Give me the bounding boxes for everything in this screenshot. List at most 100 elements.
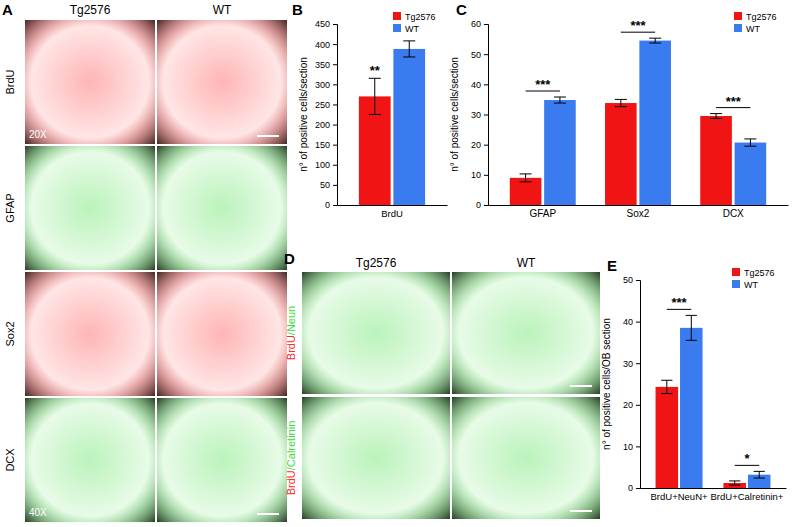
tick: 250 xyxy=(315,100,337,110)
significance: *** xyxy=(671,295,687,310)
error-cap xyxy=(403,56,415,57)
error-cap xyxy=(710,118,722,119)
bar-chart: B050100150200250300350400450n° of positi… xyxy=(292,1,448,219)
micrograph xyxy=(25,20,155,144)
legend-swatch xyxy=(732,268,740,276)
tick-mark xyxy=(636,280,640,281)
row-label: BrdU xyxy=(4,69,16,94)
micrograph xyxy=(25,398,155,522)
legend-label: Tg2576 xyxy=(744,268,775,278)
tick: DCX xyxy=(723,208,744,219)
tick: 200 xyxy=(315,120,337,130)
panel-letter: C xyxy=(456,1,467,18)
bar xyxy=(700,116,732,205)
column-label: WT xyxy=(517,256,536,270)
error-cap xyxy=(754,478,765,479)
tick: 400 xyxy=(315,39,337,49)
tick: 50 xyxy=(471,50,488,60)
error-cap xyxy=(744,138,756,139)
error-cap xyxy=(403,40,415,41)
tick-mark xyxy=(333,205,337,206)
micrograph xyxy=(452,397,600,519)
micrograph xyxy=(25,146,155,270)
significance: * xyxy=(744,451,750,466)
tick-label: 10 xyxy=(623,442,633,452)
significance: *** xyxy=(535,77,551,92)
tick-mark xyxy=(484,145,488,146)
legend-swatch xyxy=(393,24,401,32)
panel-letter: A xyxy=(2,1,13,18)
legend-label: Tg2576 xyxy=(405,12,436,22)
bar xyxy=(639,41,671,205)
scale-bar xyxy=(570,385,592,387)
micrograph xyxy=(157,20,287,144)
series xyxy=(393,41,425,205)
tick-label: 30 xyxy=(623,359,633,369)
micrograph xyxy=(157,146,287,270)
axis-title: n° of positive cells/section xyxy=(449,57,460,172)
error-bar xyxy=(710,114,722,119)
tick: 20 xyxy=(471,140,488,150)
tick-mark xyxy=(333,104,337,105)
significance: *** xyxy=(630,18,646,33)
legend-swatch xyxy=(732,280,740,288)
tick: 10 xyxy=(471,170,488,180)
tick-mark xyxy=(333,185,337,186)
micrograph xyxy=(452,272,600,394)
y-axis: 0102030405060 xyxy=(471,19,489,210)
tick-label: 200 xyxy=(315,120,330,130)
tick-label: 50 xyxy=(623,275,633,285)
image-panel: ATg2576WTBrdUGFAPSox2DCX20X40X xyxy=(2,1,287,522)
tick: 40 xyxy=(623,317,640,327)
tick-label: 40 xyxy=(623,317,633,327)
tick-label: 50 xyxy=(471,50,481,60)
series xyxy=(510,99,732,205)
tick-label: 20 xyxy=(471,140,481,150)
error-cap xyxy=(661,380,672,381)
tick: 50 xyxy=(623,275,640,285)
tick-label: Sox2 xyxy=(627,208,650,219)
row-label-part: /Neun xyxy=(285,306,297,335)
error-cap xyxy=(686,340,697,341)
bar xyxy=(605,103,637,205)
tick: 0 xyxy=(476,200,488,210)
tick-mark xyxy=(636,405,640,406)
error-cap xyxy=(710,113,722,114)
legend-swatch xyxy=(734,12,742,20)
annotations: **** xyxy=(667,295,759,466)
significance: *** xyxy=(726,94,742,109)
error-bar xyxy=(744,139,756,146)
error-cap xyxy=(649,38,661,39)
tick-mark xyxy=(333,24,337,25)
tick-mark xyxy=(636,488,640,489)
tick-label: 30 xyxy=(471,110,481,120)
error-cap xyxy=(520,181,532,182)
magnification: 20X xyxy=(29,129,47,140)
row-label-part: BrdU xyxy=(285,335,297,360)
tick: 450 xyxy=(315,19,337,29)
series xyxy=(680,315,770,488)
error-cap xyxy=(754,471,765,472)
tick: Sox2 xyxy=(627,208,650,219)
tick-label: 0 xyxy=(628,483,633,493)
bar xyxy=(393,49,425,205)
tick: 0 xyxy=(628,483,640,493)
magnification: 40X xyxy=(29,507,47,518)
y-axis: 01020304050 xyxy=(623,275,641,493)
axis-line xyxy=(484,25,489,206)
tick: 50 xyxy=(320,180,337,190)
tick-label: BrdU xyxy=(381,208,403,219)
axis-line xyxy=(636,281,641,489)
legend: Tg2576WT xyxy=(393,12,436,34)
annotations: ** xyxy=(370,63,381,78)
tick-label: 300 xyxy=(315,80,330,90)
error-cap xyxy=(649,43,661,44)
tick-mark xyxy=(333,145,337,146)
plot-area xyxy=(656,315,771,488)
tick-label: 10 xyxy=(471,170,481,180)
row-label-part: BrdU xyxy=(285,470,297,495)
row-label: BrdU/Calretinin xyxy=(285,421,297,496)
error-bar xyxy=(649,38,661,43)
error-cap xyxy=(554,97,566,98)
tick: 100 xyxy=(315,160,337,170)
